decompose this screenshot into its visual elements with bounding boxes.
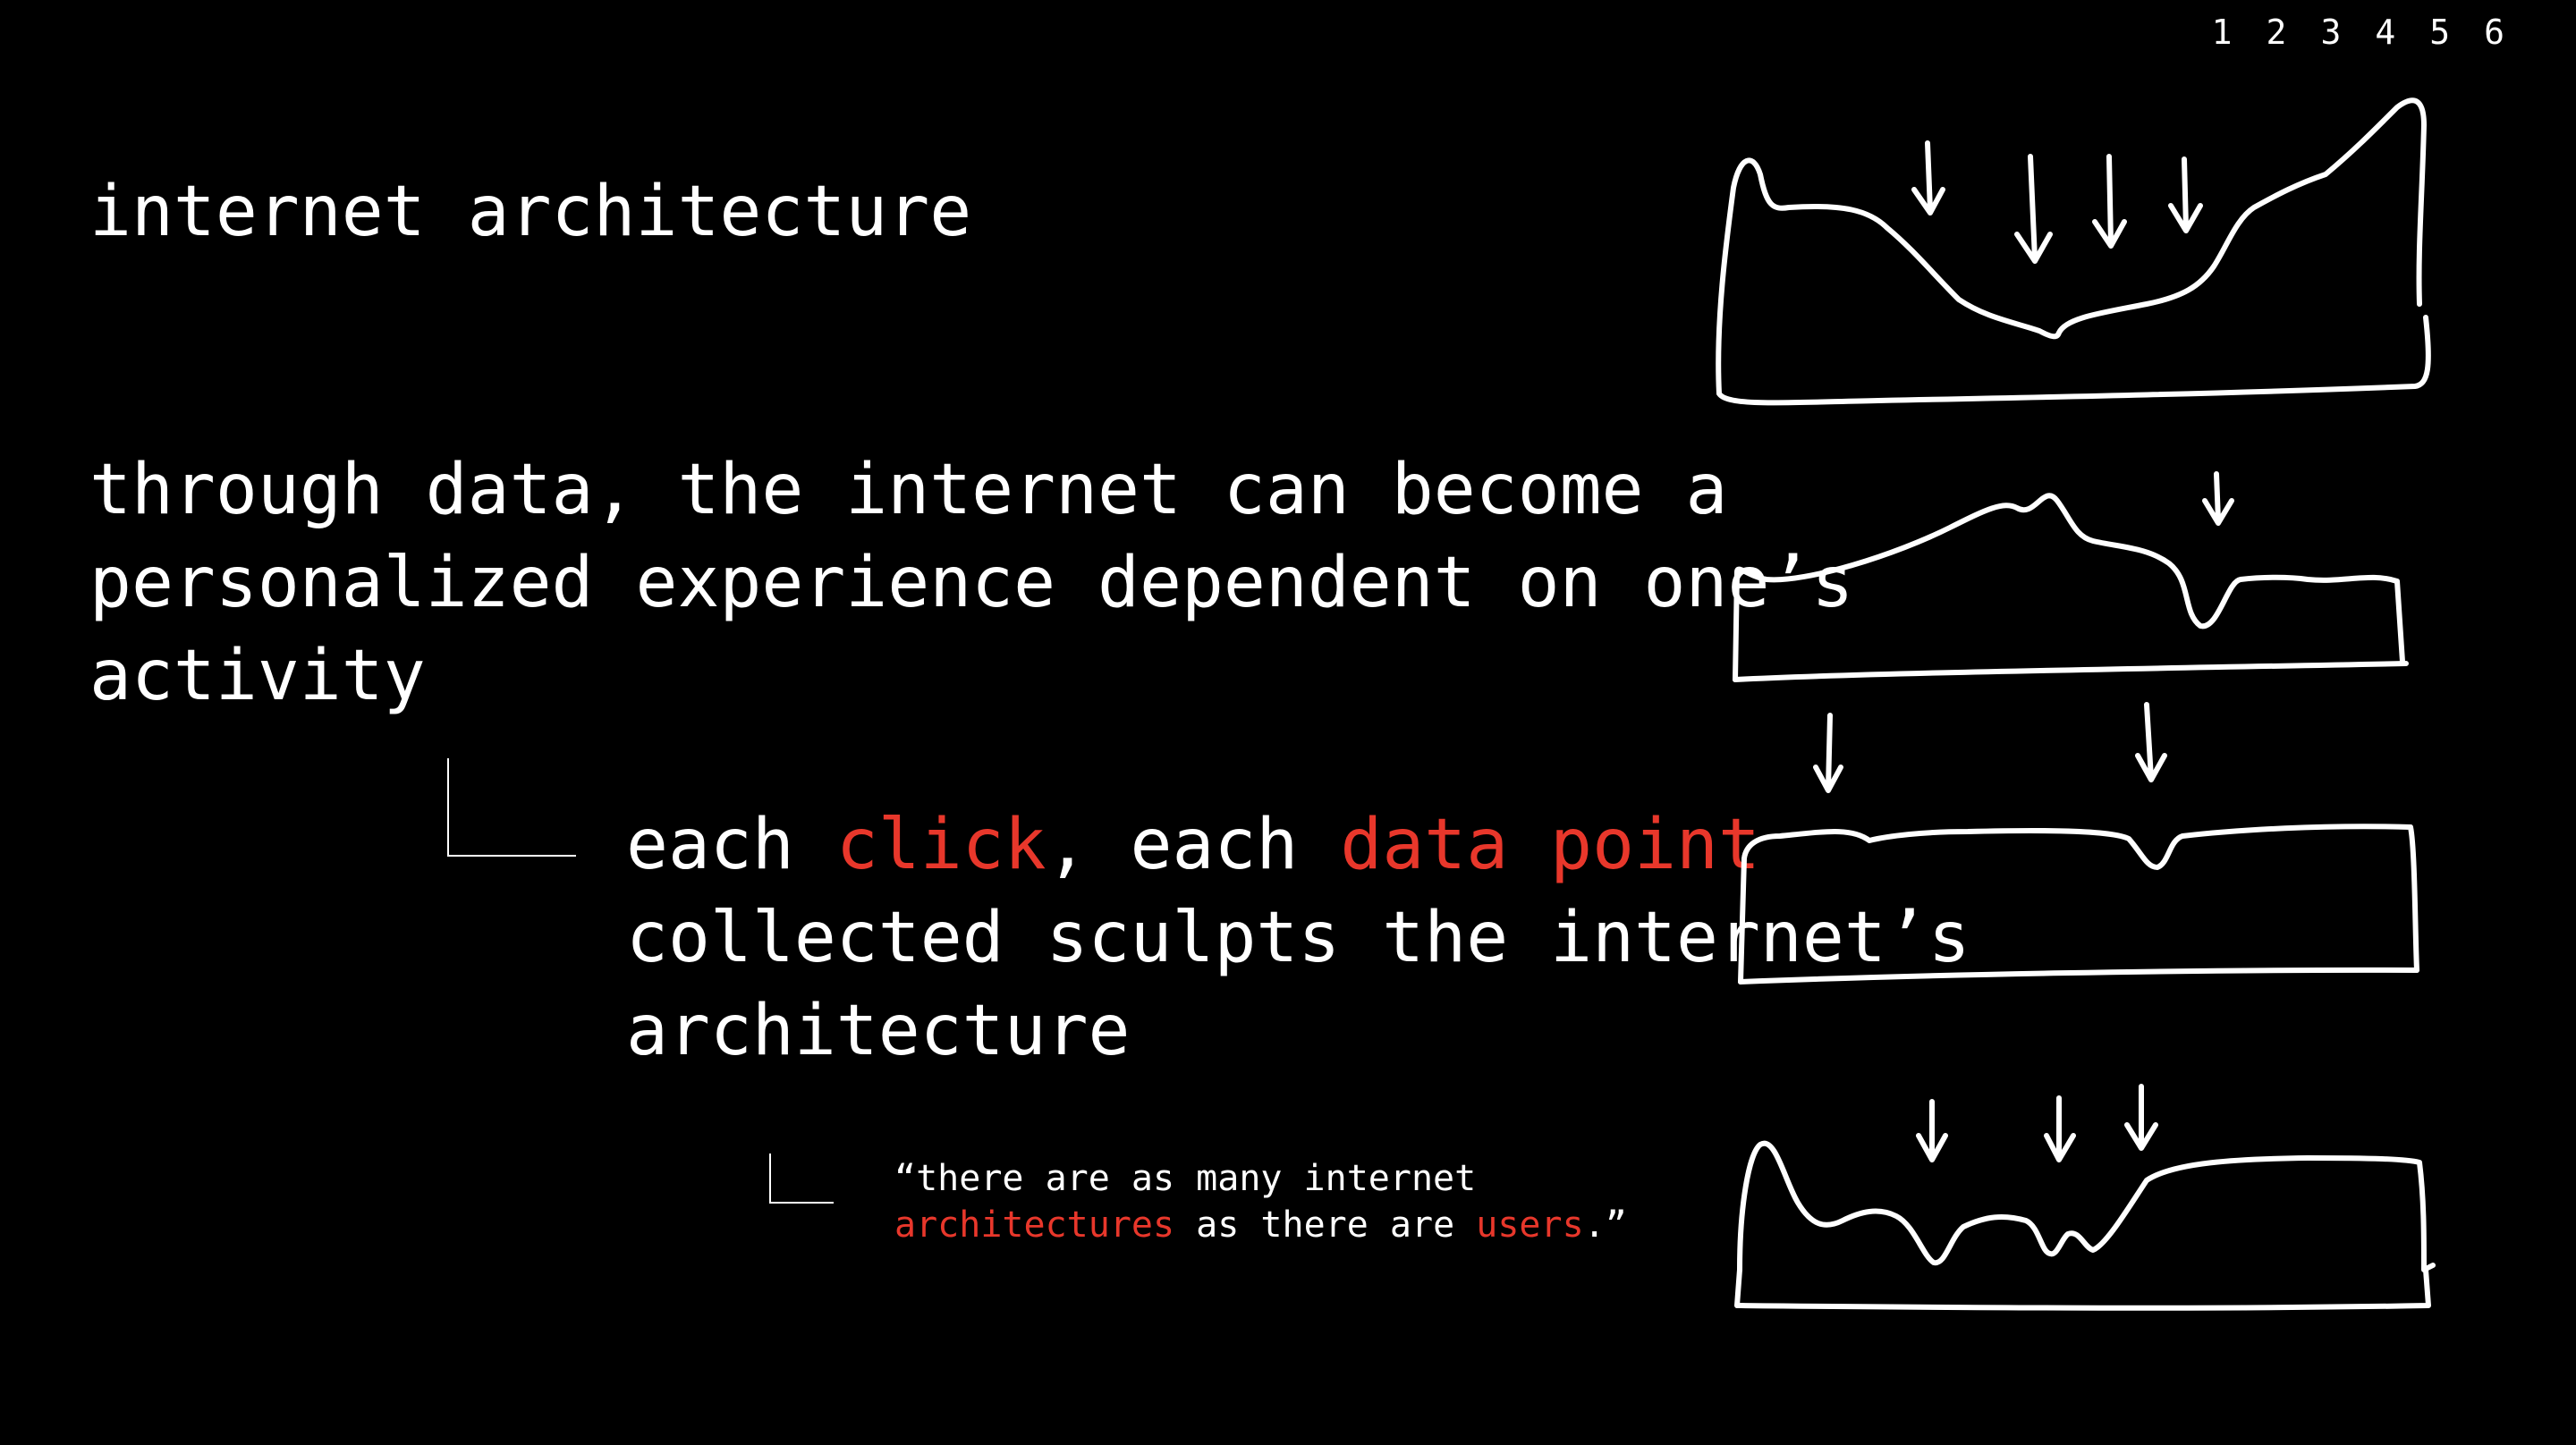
page-title: internet architecture [89, 172, 972, 252]
highlight-click: click [835, 805, 1046, 885]
detail-line-1: each click, each data point [626, 799, 1970, 892]
intro-line-1: through data, the internet can become a [89, 450, 1728, 530]
quote-line-2: architectures as there are users.” [894, 1202, 1627, 1248]
detail-text-each-2: , each [1046, 805, 1341, 885]
down-arrow-icon [1813, 140, 2234, 1162]
detail-line-3: architecture [626, 991, 1131, 1071]
detail-text-each: each [626, 805, 836, 885]
slide-nav: 1 2 3 4 5 6 [2212, 13, 2504, 52]
detail-line-2: collected sculpts the internet’s [626, 898, 1970, 978]
quote-text-end: .” [1583, 1204, 1627, 1246]
intro-line-3: activity [89, 636, 426, 716]
highlight-data-point: data point [1340, 805, 1760, 885]
highlight-users: users [1476, 1204, 1584, 1246]
quote-line-1: “there are as many internet [894, 1158, 1477, 1199]
nav-slide-1[interactable]: 1 [2211, 13, 2233, 52]
nav-slide-4[interactable]: 4 [2375, 13, 2396, 52]
intro-line-2: personalized experience dependent on one… [89, 543, 1854, 623]
quote-text-middle: as there are [1174, 1204, 1477, 1246]
wave-sketch-4 [1734, 1140, 2436, 1311]
nav-slide-6[interactable]: 6 [2484, 13, 2504, 52]
intro-paragraph: through data, the internet can become a … [89, 444, 1853, 722]
detail-paragraph: each click, each data point collected sc… [626, 799, 1970, 1077]
connector-bracket-2 [769, 1153, 834, 1204]
nav-slide-2[interactable]: 2 [2266, 13, 2287, 52]
highlight-architectures: architectures [894, 1204, 1175, 1246]
connector-bracket-1 [447, 758, 576, 857]
wave-sketch-3 [1738, 824, 2419, 984]
wave-sketch-1 [1716, 97, 2431, 406]
nav-slide-3[interactable]: 3 [2320, 13, 2342, 52]
quote-block: “there are as many internet architecture… [894, 1155, 1627, 1248]
nav-slide-5[interactable]: 5 [2429, 13, 2451, 52]
wave-sketch-2 [1733, 493, 2409, 682]
